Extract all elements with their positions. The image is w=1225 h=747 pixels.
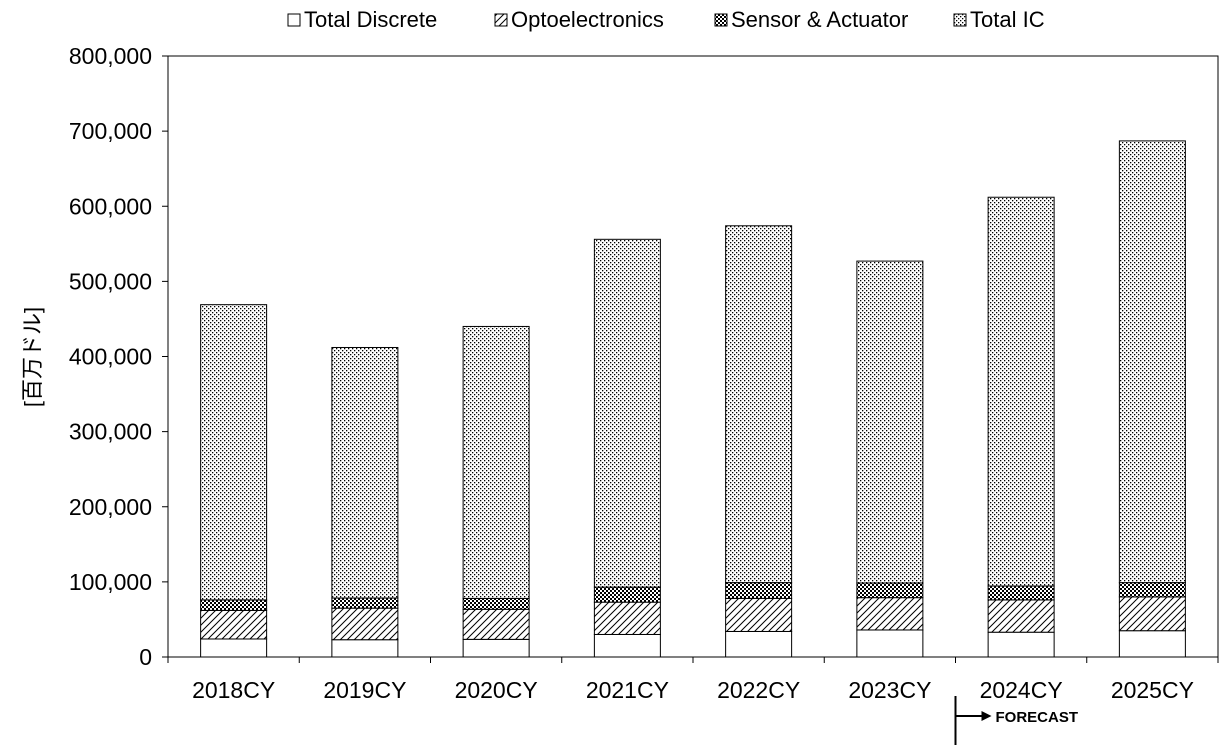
bar-total-discrete-2020cy xyxy=(462,638,530,658)
bar-optoelectronics-2024cy xyxy=(987,599,1055,633)
forecast-label: FORECAST xyxy=(996,709,1079,726)
bar-optoelectronics-2023cy xyxy=(856,597,924,631)
y-tick-label: 200,000 xyxy=(69,494,152,520)
y-axis-label: [百万ドル] xyxy=(20,307,45,407)
bar-total-ic-2024cy xyxy=(987,196,1055,587)
bar-sensor-actuator-2023cy xyxy=(856,582,924,599)
x-tick-label: 2019CY xyxy=(323,677,406,703)
axes-group: 0 100,000 200,000 300,000 400,000 500,000 600,… xyxy=(69,43,1219,703)
bar-optoelectronics-2018cy xyxy=(200,609,268,640)
y-tick-label: 600,000 xyxy=(69,193,152,219)
plot-border xyxy=(167,55,1219,658)
bar-total-ic-2023cy xyxy=(856,260,924,584)
bar-total-ic-2018cy xyxy=(200,304,268,601)
legend-label-sensor-actuator: Sensor & Actuator xyxy=(731,7,908,32)
legend-swatch-total-ic xyxy=(953,13,967,27)
bar-optoelectronics-2021cy xyxy=(593,601,661,635)
bar-optoelectronics-2025cy xyxy=(1118,596,1186,632)
bar-sensor-actuator-2019cy xyxy=(331,597,399,609)
legend-swatch-optoelectronics xyxy=(494,13,508,27)
forecast-marker: FORECAST xyxy=(954,696,1079,745)
bar-sensor-actuator-2024cy xyxy=(987,585,1055,601)
legend-label-total-ic: Total IC xyxy=(970,7,1045,32)
x-tick-label: 2018CY xyxy=(192,677,275,703)
bar-total-ic-2020cy xyxy=(462,325,530,599)
x-tick-label: 2024CY xyxy=(980,677,1063,703)
bar-total-discrete-2019cy xyxy=(331,639,399,658)
plot-area xyxy=(167,55,1219,658)
bar-total-ic-2025cy xyxy=(1118,140,1186,584)
bar-total-ic-2019cy xyxy=(331,346,399,599)
bar-total-ic-2021cy xyxy=(593,238,661,588)
bar-sensor-actuator-2018cy xyxy=(200,599,268,611)
bar-total-ic-2022cy xyxy=(725,225,793,584)
bar-total-discrete-2018cy xyxy=(200,638,268,658)
bar-total-discrete-2024cy xyxy=(987,631,1055,658)
y-tick-label: 800,000 xyxy=(69,43,152,69)
bar-optoelectronics-2020cy xyxy=(462,608,530,640)
x-tick-label: 2023CY xyxy=(848,677,931,703)
y-tick-label: 100,000 xyxy=(69,569,152,595)
x-tick-label: 2020CY xyxy=(455,677,538,703)
bar-sensor-actuator-2025cy xyxy=(1118,582,1186,598)
bar-sensor-actuator-2020cy xyxy=(462,597,530,610)
bar-total-discrete-2021cy xyxy=(593,633,661,658)
bar-total-discrete-2025cy xyxy=(1118,630,1186,658)
bar-total-discrete-2023cy xyxy=(856,629,924,658)
forecast-arrow-head xyxy=(981,711,992,721)
bar-optoelectronics-2022cy xyxy=(725,597,793,632)
bar-sensor-actuator-2022cy xyxy=(725,582,793,599)
x-tick-label: 2021CY xyxy=(586,677,669,703)
bar-optoelectronics-2019cy xyxy=(331,607,399,641)
y-tick-label: 500,000 xyxy=(69,268,152,294)
y-tick-label: 0 xyxy=(139,644,152,670)
legend-label-total-discrete: Total Discrete xyxy=(304,7,437,32)
y-tick-label: 300,000 xyxy=(69,419,152,445)
y-tick-label: 700,000 xyxy=(69,118,152,144)
legend-swatch-sensor-actuator xyxy=(714,13,728,27)
x-tick-label: 2022CY xyxy=(717,677,800,703)
legend-label-optoelectronics: Optoelectronics xyxy=(511,7,664,32)
bar-sensor-actuator-2021cy xyxy=(593,586,661,603)
bars-group xyxy=(200,140,1186,658)
y-tick-label: 400,000 xyxy=(69,344,152,370)
legend: Total Discrete Optoelectronics Sensor & Ac… xyxy=(287,7,1045,32)
legend-swatch-total-discrete xyxy=(287,13,301,27)
bar-total-discrete-2022cy xyxy=(725,630,793,658)
x-tick-label: 2025CY xyxy=(1111,677,1194,703)
